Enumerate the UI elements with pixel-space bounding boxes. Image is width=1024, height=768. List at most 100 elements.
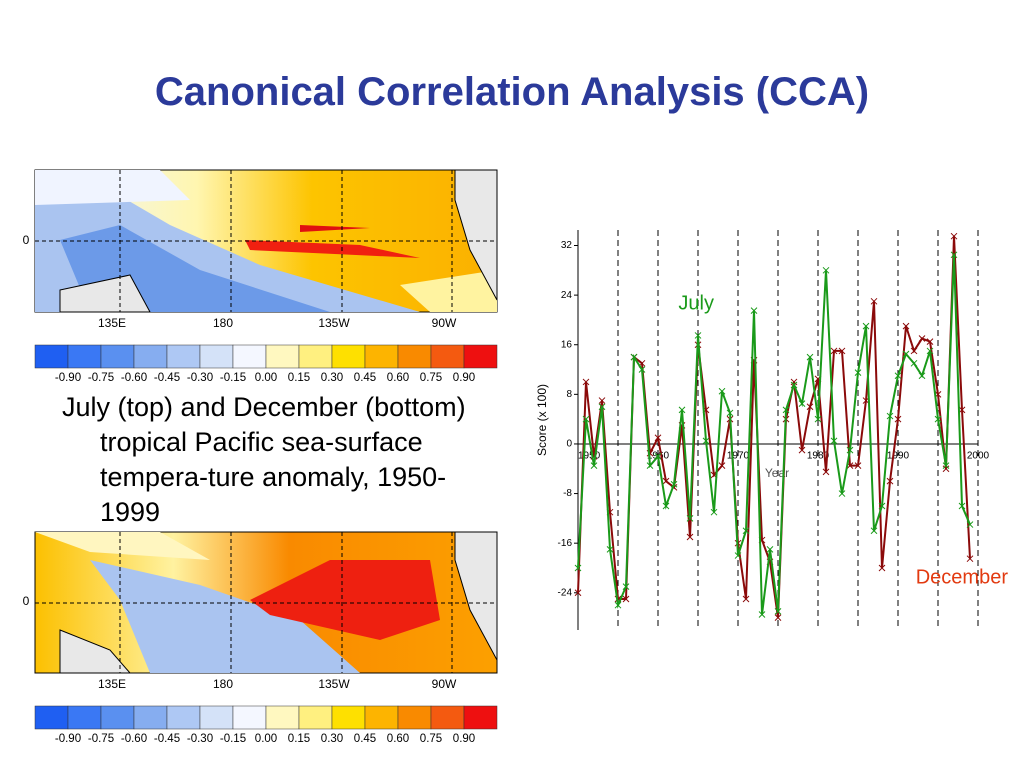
point-marker xyxy=(918,335,926,342)
point-marker xyxy=(886,477,894,485)
y-tick-label: -16 xyxy=(558,538,573,549)
point-marker xyxy=(934,415,942,423)
point-marker xyxy=(742,595,750,603)
point-marker xyxy=(830,437,838,445)
point-marker xyxy=(950,251,958,259)
colorbar-box xyxy=(100,705,135,730)
colorbar-box xyxy=(265,705,300,730)
colorbar-label: 0.75 xyxy=(420,372,442,384)
colorbar-label: -0.60 xyxy=(121,372,147,384)
colorbar-label: 0.15 xyxy=(288,372,310,384)
point-marker xyxy=(910,359,918,367)
colorbar-box xyxy=(463,344,498,369)
series-label: December xyxy=(916,566,1009,588)
point-marker xyxy=(750,307,758,314)
lon-label: 90W xyxy=(432,677,457,691)
point-marker xyxy=(662,477,670,485)
point-marker xyxy=(622,583,630,590)
point-marker xyxy=(654,434,662,442)
x-tick-label: 2000 xyxy=(967,451,990,462)
point-marker xyxy=(854,462,862,470)
colorbar-label: 0.30 xyxy=(321,372,343,384)
colorbar-label: -0.45 xyxy=(154,733,180,745)
colorbar-label: -0.30 xyxy=(187,733,213,745)
lon-label: 135W xyxy=(318,677,350,691)
point-marker xyxy=(902,322,910,330)
point-marker xyxy=(614,601,622,609)
colorbar-box xyxy=(331,705,366,730)
y-tick-label: 24 xyxy=(561,290,573,301)
colorbar-label: 0.45 xyxy=(354,372,376,384)
point-marker xyxy=(894,415,902,423)
colorbar-label: 0.90 xyxy=(453,372,475,384)
point-marker xyxy=(766,546,774,553)
colorbar-box xyxy=(100,344,135,369)
point-marker xyxy=(798,400,806,407)
y-axis-label: Score (x 100) xyxy=(535,384,549,456)
point-marker xyxy=(574,564,582,572)
colorbar-label: 0.60 xyxy=(387,733,409,745)
point-marker xyxy=(662,502,670,510)
point-marker xyxy=(598,403,606,411)
colorbar-label: 0.75 xyxy=(420,733,442,745)
colorbar-box xyxy=(331,344,366,369)
colorbar-label: -0.90 xyxy=(55,733,81,745)
point-marker xyxy=(686,533,694,541)
point-marker xyxy=(838,490,846,497)
point-marker xyxy=(822,468,830,476)
colorbar-label: 0.30 xyxy=(321,733,343,745)
colorbar-box xyxy=(463,705,498,730)
point-marker xyxy=(582,415,590,423)
point-marker xyxy=(606,546,614,553)
colorbar-box xyxy=(232,705,267,730)
point-marker xyxy=(654,453,662,460)
colorbar-label: 0.45 xyxy=(354,733,376,745)
point-marker xyxy=(942,465,950,473)
point-marker xyxy=(638,366,646,373)
point-marker xyxy=(966,555,974,563)
colorbar-box xyxy=(364,705,399,730)
colorbar-label: 0.00 xyxy=(255,733,277,745)
point-marker xyxy=(878,502,886,510)
colorbar-box xyxy=(67,705,102,730)
colorbar-box xyxy=(298,705,333,730)
point-marker xyxy=(718,387,726,395)
point-marker xyxy=(926,338,934,345)
point-marker xyxy=(846,446,854,454)
point-marker xyxy=(758,611,766,618)
y-tick-label: 16 xyxy=(561,339,573,350)
colorbar-label: -0.90 xyxy=(55,372,81,384)
colorbar-label: 0.00 xyxy=(255,372,277,384)
colorbar-label: 0.90 xyxy=(453,733,475,745)
lon-label: 180 xyxy=(213,316,233,330)
point-marker xyxy=(726,409,734,417)
colorbar-box xyxy=(232,344,267,369)
point-marker xyxy=(742,527,750,535)
colorbar-box xyxy=(430,705,465,730)
lon-label: 135E xyxy=(98,677,126,691)
map-bottom xyxy=(34,531,498,674)
point-marker xyxy=(774,608,782,615)
colorbar-box xyxy=(34,344,69,369)
point-marker xyxy=(622,595,630,603)
point-marker xyxy=(734,552,742,559)
point-marker xyxy=(870,297,878,305)
y-tick-label: 0 xyxy=(566,439,572,450)
lon-label: 135E xyxy=(98,316,126,330)
point-marker xyxy=(590,462,598,470)
point-marker xyxy=(774,614,782,621)
point-marker xyxy=(670,480,678,488)
colorbar-label: -0.45 xyxy=(154,372,180,384)
point-marker xyxy=(598,397,606,404)
series-label: July xyxy=(678,292,714,314)
lon-label: 135W xyxy=(318,316,350,330)
point-marker xyxy=(678,406,686,414)
series-line xyxy=(577,254,971,615)
y-tick-label: -24 xyxy=(558,587,573,598)
point-marker xyxy=(686,515,694,522)
point-marker xyxy=(814,415,822,423)
colorbar-box xyxy=(166,344,201,369)
point-marker xyxy=(910,347,918,355)
colorbar-label: 0.60 xyxy=(387,372,409,384)
